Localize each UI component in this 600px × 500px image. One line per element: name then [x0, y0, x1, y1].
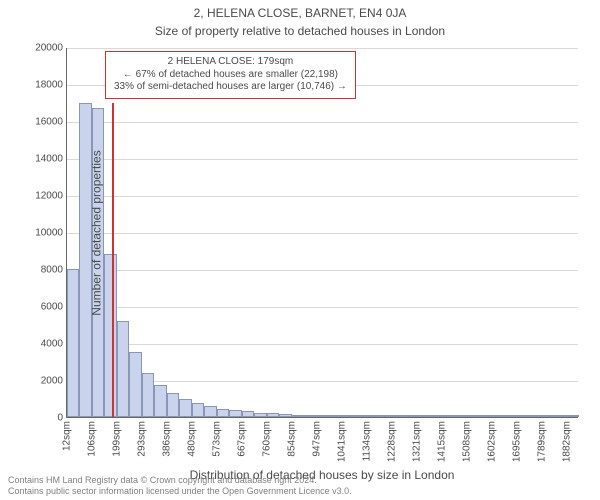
x-tick-label: 106sqm — [86, 417, 97, 457]
x-tick-label: 1415sqm — [436, 417, 447, 462]
histogram-bar — [204, 406, 216, 417]
chart-title-line1: 2, HELENA CLOSE, BARNET, EN4 0JA — [0, 6, 600, 20]
x-tick-label: 199sqm — [111, 417, 122, 457]
histogram-bar — [229, 410, 241, 417]
histogram-bar — [217, 409, 229, 417]
histogram-bar — [179, 399, 191, 417]
x-tick-label: 1602sqm — [486, 417, 497, 462]
chart-title-line2: Size of property relative to detached ho… — [0, 24, 600, 38]
x-tick-label: 12sqm — [62, 417, 73, 451]
x-tick-label: 667sqm — [236, 417, 247, 457]
x-tick-label: 947sqm — [311, 417, 322, 457]
x-tick-label: 1882sqm — [561, 417, 572, 462]
x-tick-label: 1695sqm — [511, 417, 522, 462]
y-axis-label: Number of detached properties — [14, 48, 179, 418]
x-tick-label: 760sqm — [261, 417, 272, 457]
x-tick-label: 386sqm — [161, 417, 172, 457]
x-tick-label: 573sqm — [211, 417, 222, 457]
x-tick-label: 1321sqm — [411, 417, 422, 462]
histogram-bar — [192, 403, 204, 417]
x-tick-label: 1134sqm — [361, 417, 372, 461]
y-axis-label-text: Number of detached properties — [90, 150, 104, 315]
x-tick-label: 1228sqm — [386, 417, 397, 462]
x-tick-label: 293sqm — [136, 417, 147, 457]
x-tick-label: 1041sqm — [336, 417, 347, 462]
attribution-footer: Contains HM Land Registry data © Crown c… — [8, 475, 352, 496]
x-tick-label: 1789sqm — [536, 417, 547, 462]
x-tick-label: 854sqm — [286, 417, 297, 457]
footer-line1: Contains HM Land Registry data © Crown c… — [8, 475, 352, 485]
x-tick-label: 480sqm — [186, 417, 197, 457]
x-tick-label: 1508sqm — [461, 417, 472, 462]
footer-line2: Contains public sector information licen… — [8, 486, 352, 496]
